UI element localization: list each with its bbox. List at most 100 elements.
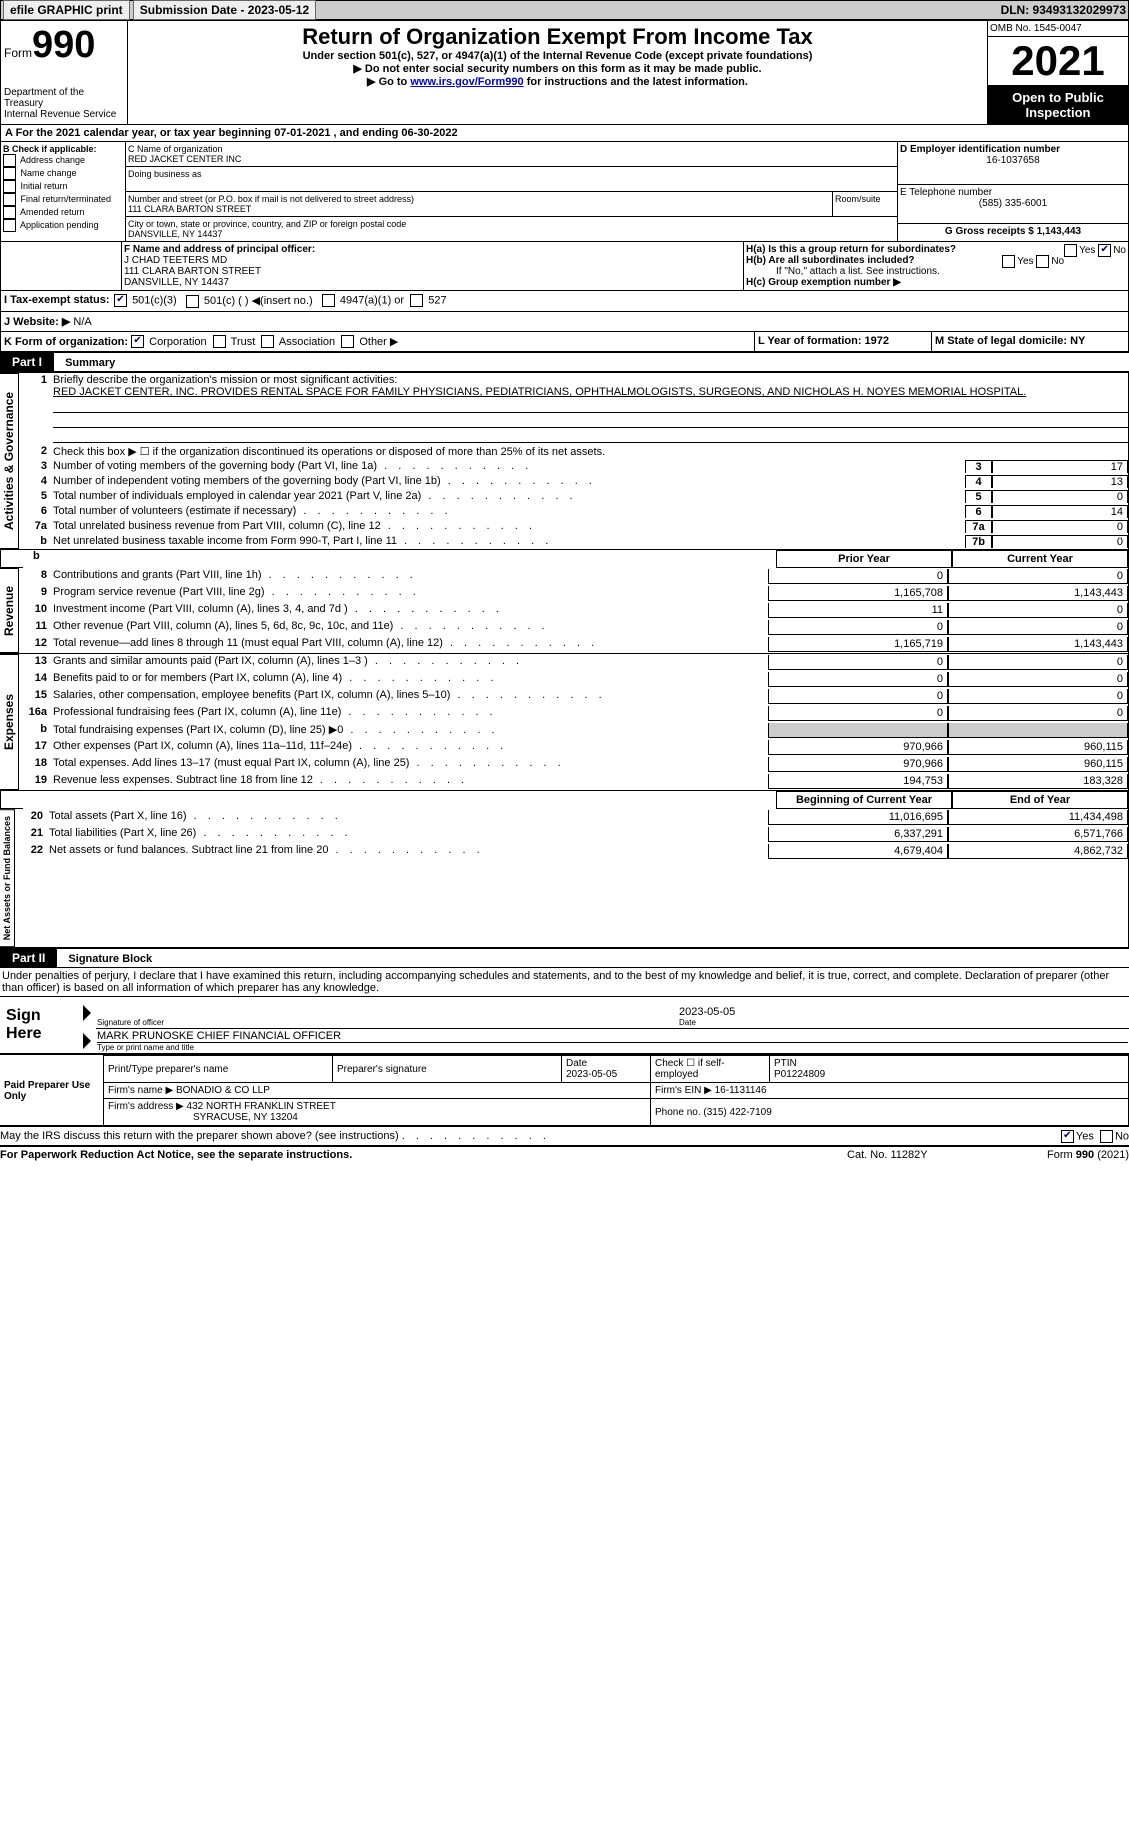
line-num: 7a [19, 520, 53, 533]
discuss-yes[interactable] [1061, 1130, 1074, 1143]
k-other[interactable]: Other ▶ [341, 336, 398, 348]
line-num: 21 [15, 827, 49, 842]
current-year-value: 1,143,443 [948, 586, 1128, 601]
j-website: N/A [73, 316, 91, 328]
line-num: 4 [19, 475, 53, 488]
prep-firm-addr1: 432 NORTH FRANKLIN STREET [187, 1101, 336, 1112]
line-box: 7a [965, 520, 992, 533]
line-text: Total assets (Part X, line 16) [49, 810, 768, 825]
line-num: 16a [19, 706, 53, 721]
vtab-activities-governance: Activities & Governance [0, 373, 19, 549]
line-num: 17 [19, 740, 53, 755]
current-year-value: 960,115 [948, 740, 1128, 755]
opt-address-change[interactable]: Address change [3, 155, 85, 165]
ha-yes[interactable] [1064, 244, 1077, 257]
form-number: Form990 [4, 24, 124, 67]
form-subtitle: Under section 501(c), 527, or 4947(a)(1)… [131, 50, 984, 62]
line-box: 6 [965, 505, 992, 518]
part2-title: Signature Block [60, 951, 160, 967]
current-year-value: 0 [948, 603, 1128, 618]
line-num: 10 [19, 603, 53, 618]
line1-mission: RED JACKET CENTER, INC. PROVIDES RENTAL … [53, 386, 1026, 398]
line-text: Total revenue—add lines 8 through 11 (mu… [53, 637, 768, 652]
line-box: 4 [965, 475, 992, 488]
efile-print-button[interactable]: efile GRAPHIC print [3, 0, 130, 20]
hb-no[interactable] [1036, 255, 1049, 268]
line-num: 19 [19, 774, 53, 789]
current-year-value: 0 [948, 569, 1128, 584]
line-value: 13 [992, 475, 1128, 488]
d-label: D Employer identification number [900, 144, 1060, 155]
prior-year-value: 194,753 [768, 774, 948, 789]
col-current-year: Current Year [952, 550, 1128, 568]
part2-header: Part II [0, 949, 57, 967]
prior-year-value: 0 [768, 620, 948, 635]
sig-type-name-label: Type or print name and title [97, 1043, 1128, 1052]
line-num: 13 [19, 655, 53, 670]
line-num: b [19, 723, 53, 738]
opt-initial-return[interactable]: Initial return [3, 181, 68, 191]
l-year-formation: L Year of formation: 1972 [755, 332, 932, 352]
prep-ptin: P01224809 [774, 1069, 825, 1080]
i-501c3[interactable]: 501(c)(3) [114, 294, 177, 308]
h-b-label: H(b) Are all subordinates included? [746, 255, 915, 266]
hb-yes[interactable] [1002, 255, 1015, 268]
line-num: 12 [19, 637, 53, 652]
f-label: F Name and address of principal officer: [124, 244, 315, 255]
opt-name-change[interactable]: Name change [3, 168, 77, 178]
line-text: Other revenue (Part VIII, column (A), li… [53, 620, 768, 635]
line-text: Number of independent voting members of … [53, 475, 965, 488]
i-501c[interactable]: 501(c) ( ) ◀(insert no.) [186, 294, 313, 308]
col-beginning-year: Beginning of Current Year [776, 791, 952, 809]
line-text: Total number of volunteers (estimate if … [53, 505, 965, 518]
current-year-value: 1,143,443 [948, 637, 1128, 652]
prior-year-value: 0 [768, 706, 948, 721]
opt-application-pending[interactable]: Application pending [3, 220, 99, 230]
top-bar: efile GRAPHIC print Submission Date - 20… [0, 0, 1129, 20]
k-corp[interactable]: Corporation [131, 336, 207, 348]
c-name-label: C Name of organization [128, 144, 223, 154]
c-org-name: RED JACKET CENTER INC [128, 154, 241, 164]
prep-sig-label: Preparer's signature [337, 1064, 427, 1075]
f-officer-name: J CHAD TEETERS MD [124, 255, 227, 266]
e-label: E Telephone number [900, 187, 992, 198]
opt-amended-return[interactable]: Amended return [3, 207, 85, 217]
i-527[interactable]: 527 [410, 294, 446, 308]
current-year-value: 0 [948, 672, 1128, 687]
k-assoc[interactable]: Association [261, 336, 335, 348]
opt-final-return[interactable]: Final return/terminated [3, 194, 111, 204]
ha-no[interactable] [1098, 244, 1111, 257]
line-num: 5 [19, 490, 53, 503]
k-trust[interactable]: Trust [213, 336, 256, 348]
line-text: Net unrelated business taxable income fr… [53, 535, 965, 548]
line-text: Total number of individuals employed in … [53, 490, 965, 503]
c-street-label: Number and street (or P.O. box if mail i… [128, 194, 414, 204]
line-num: 20 [15, 810, 49, 825]
c-street: 111 CLARA BARTON STREET [128, 204, 251, 214]
part1-title: Summary [57, 355, 123, 371]
prior-year-value: 970,966 [768, 757, 948, 772]
c-city: DANSVILLE, NY 14437 [128, 229, 222, 239]
e-phone: (585) 335-6001 [900, 198, 1126, 209]
prep-self-employed[interactable]: Check ☐ if self-employed [655, 1058, 725, 1080]
discuss-no[interactable] [1100, 1130, 1113, 1143]
omb-number: OMB No. 1545-0047 [988, 21, 1128, 37]
h-c-label: H(c) Group exemption number ▶ [746, 277, 901, 288]
line-text: Other expenses (Part IX, column (A), lin… [53, 740, 768, 755]
submission-date-button[interactable]: Submission Date - 2023-05-12 [133, 0, 316, 20]
g-gross-receipts: G Gross receipts $ 1,143,443 [945, 226, 1081, 237]
irs-link[interactable]: www.irs.gov/Form990 [410, 76, 523, 88]
line-text: Program service revenue (Part VIII, line… [53, 586, 768, 601]
footer-cat: Cat. No. 11282Y [847, 1149, 1047, 1161]
prep-ptin-label: PTIN [774, 1058, 797, 1069]
i-4947[interactable]: 4947(a)(1) or [322, 294, 404, 308]
instr-ssn: ▶ Do not enter social security numbers o… [131, 62, 984, 75]
current-year-value: 0 [948, 620, 1128, 635]
h-a-label: H(a) Is this a group return for subordin… [746, 244, 956, 255]
prep-firm-name: BONADIO & CO LLP [176, 1085, 270, 1096]
f-officer-addr2: DANSVILLE, NY 14437 [124, 277, 229, 288]
line2-checkbox: Check this box ▶ ☐ if the organization d… [53, 445, 1128, 458]
current-year-value: 6,571,766 [948, 827, 1128, 842]
vtab-net-assets: Net Assets or Fund Balances [0, 809, 15, 947]
prep-firm-ein: 16-1131146 [715, 1085, 767, 1096]
